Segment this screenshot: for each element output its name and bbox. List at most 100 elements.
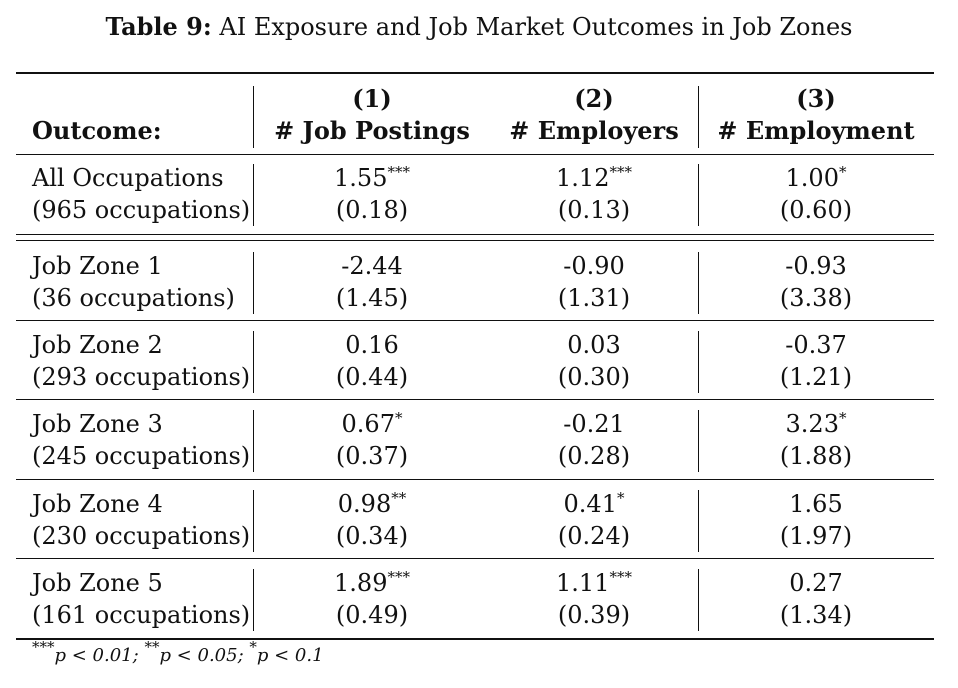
coefficient-value: 0.16: [345, 331, 399, 359]
coefficient-value: 0.03: [567, 331, 621, 359]
coefficient-cell: 0.98**: [338, 488, 406, 520]
row-rule: [16, 479, 934, 481]
footnote-stars: ***: [32, 638, 55, 656]
row-rule: [16, 320, 934, 322]
standard-error-cell: (0.39): [557, 601, 631, 629]
standard-error-cell: (0.28): [557, 442, 631, 470]
significance-stars: *: [394, 409, 403, 427]
coefficient-cell: 1.11***: [556, 567, 632, 599]
bottom-rule: [16, 638, 934, 641]
coefficient-value: 1.11: [556, 569, 610, 597]
significance-footnote: ***p < 0.01; **p < 0.05; *p < 0.1: [32, 640, 324, 668]
coefficient-value: 1.12: [556, 164, 610, 192]
significance-stars: **: [391, 489, 407, 507]
column-separator: [698, 252, 700, 314]
table-number: Table 9:: [105, 12, 212, 41]
column-separator: [698, 164, 700, 226]
coefficient-cell: 0.67*: [342, 408, 403, 440]
column-separator: [698, 331, 700, 393]
row-occupation-count: (161 occupations): [32, 601, 251, 629]
coefficient-value: -0.21: [563, 410, 625, 438]
coefficient-cell: 1.12***: [556, 162, 632, 194]
coefficient-cell: 0.03: [567, 329, 620, 361]
coefficient-value: 1.00: [785, 164, 839, 192]
coefficient-value: 1.65: [789, 490, 843, 518]
column-separator: [253, 569, 255, 631]
standard-error-cell: (0.44): [335, 363, 409, 391]
standard-error-cell: (3.38): [779, 284, 853, 312]
coefficient-value: -2.44: [341, 252, 403, 280]
standard-error-cell: (0.24): [557, 522, 631, 550]
footnote-text: p < 0.1: [256, 645, 324, 666]
footnote-stars: *: [249, 638, 257, 656]
coefficient-value: -0.90: [563, 252, 625, 280]
column-separator: [698, 490, 700, 552]
table-title: AI Exposure and Job Market Outcomes in J…: [219, 13, 853, 41]
standard-error-cell: (0.49): [335, 601, 409, 629]
significance-stars: ***: [609, 568, 632, 586]
row-occupation-count: (965 occupations): [32, 196, 251, 224]
row-label: Job Zone 5: [32, 569, 163, 597]
row-label: All Occupations: [32, 164, 224, 192]
significance-stars: ***: [609, 163, 632, 181]
standard-error-cell: (1.34): [779, 601, 853, 629]
coefficient-value: -0.93: [785, 252, 847, 280]
row-occupation-count: (230 occupations): [32, 522, 251, 550]
row-label: Job Zone 3: [32, 410, 163, 438]
row-rule: [16, 399, 934, 401]
coefficient-cell: 3.23*: [786, 408, 847, 440]
top-rule: [16, 72, 934, 75]
column-separator: [698, 569, 700, 631]
row-occupation-count: (293 occupations): [32, 363, 251, 391]
significance-stars: *: [838, 163, 847, 181]
significance-stars: ***: [387, 568, 410, 586]
column-number: (2): [574, 84, 614, 113]
coefficient-cell: 1.65: [789, 488, 842, 520]
footnote-text: p < 0.01;: [54, 645, 139, 666]
coefficient-cell: 0.16: [345, 329, 398, 361]
standard-error-cell: (1.21): [779, 363, 853, 391]
header-rule: [16, 154, 934, 156]
coefficient-cell: -0.21: [563, 408, 625, 440]
standard-error-cell: (0.60): [779, 196, 853, 224]
coefficient-value: 0.41: [563, 490, 617, 518]
standard-error-cell: (0.34): [335, 522, 409, 550]
coefficient-value: -0.37: [785, 331, 847, 359]
coefficient-value: 0.27: [789, 569, 843, 597]
coefficient-cell: 1.00*: [786, 162, 847, 194]
column-separator: [253, 252, 255, 314]
column-separator: [698, 410, 700, 472]
footnote-stars: **: [144, 638, 160, 656]
outcome-header: Outcome:: [32, 116, 162, 145]
coefficient-cell: 1.55***: [334, 162, 410, 194]
standard-error-cell: (1.31): [557, 284, 631, 312]
row-label: Job Zone 2: [32, 331, 163, 359]
coefficient-cell: -0.90: [563, 250, 625, 282]
row-rule: [16, 558, 934, 560]
coefficient-value: 1.89: [334, 569, 388, 597]
coefficient-value: 0.98: [337, 490, 392, 518]
standard-error-cell: (0.30): [557, 363, 631, 391]
coefficient-cell: 1.89***: [334, 567, 410, 599]
column-separator: [698, 86, 700, 148]
standard-error-cell: (0.13): [557, 196, 631, 224]
standard-error-cell: (1.97): [779, 522, 853, 550]
standard-error-cell: (1.45): [335, 284, 409, 312]
table-caption: Table 9: AI Exposure and Job Market Outc…: [0, 12, 958, 42]
column-number: (1): [352, 84, 392, 113]
row-label: Job Zone 1: [32, 252, 163, 280]
column-separator: [253, 410, 255, 472]
coefficient-cell: -0.93: [785, 250, 847, 282]
double-rule-lower: [16, 240, 934, 242]
column-header-employment: # Employment: [717, 116, 915, 145]
coefficient-cell: -2.44: [341, 250, 403, 282]
column-header-job-postings: # Job Postings: [274, 116, 470, 145]
significance-stars: ***: [387, 163, 410, 181]
row-label: Job Zone 4: [32, 490, 163, 518]
column-separator: [253, 86, 255, 148]
coefficient-value: 1.55: [334, 164, 388, 192]
column-header-employers: # Employers: [509, 116, 679, 145]
column-separator: [253, 164, 255, 226]
coefficient-value: 3.23: [785, 410, 839, 438]
coefficient-value: 0.67: [341, 410, 395, 438]
